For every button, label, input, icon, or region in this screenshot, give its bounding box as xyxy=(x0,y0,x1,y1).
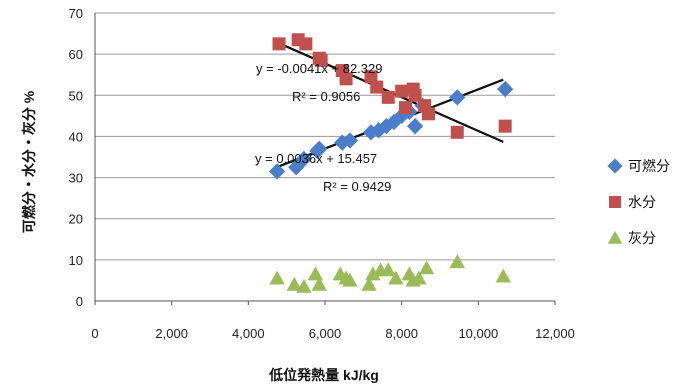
data-point-triangle xyxy=(286,276,303,291)
legend-label: 灰分 xyxy=(628,230,656,246)
y-tick-label: 30 xyxy=(69,171,83,186)
data-point-triangle xyxy=(418,260,435,275)
data-point-triangle xyxy=(296,278,312,293)
trend-r2: R² = 0.9429 xyxy=(323,179,391,194)
data-point-triangle xyxy=(365,266,381,281)
legend-label: 水分 xyxy=(628,194,656,210)
x-tick-label: 4,000 xyxy=(232,326,265,341)
data-point-square xyxy=(498,119,512,133)
data-point-triangle xyxy=(311,276,327,291)
x-tick-label: 8,000 xyxy=(385,326,418,341)
x-axis-title: 低位発熱量 kJ/kg xyxy=(268,367,379,383)
data-point-square xyxy=(314,53,328,67)
legend-marker-square xyxy=(609,196,621,208)
data-point-triangle xyxy=(307,266,324,281)
data-point-square xyxy=(422,107,435,121)
data-point-triangle xyxy=(495,268,511,283)
data-point-square xyxy=(272,37,286,51)
data-point-diamond xyxy=(268,163,286,180)
y-tick-label: 0 xyxy=(76,294,83,309)
trend-equation: y = -0.0041x + 82.329 xyxy=(256,61,382,76)
y-axis-title: 可燃分・水分・灰分 % xyxy=(21,90,37,233)
data-point-triangle xyxy=(269,270,285,285)
legend-marker-diamond xyxy=(607,158,623,174)
data-point-triangle xyxy=(449,254,465,269)
data-point-square xyxy=(408,88,422,102)
data-point-square xyxy=(339,72,353,86)
data-point-diamond xyxy=(449,89,466,106)
y-tick-label: 50 xyxy=(69,88,83,103)
data-point-diamond xyxy=(295,150,313,168)
legend-marker-triangle xyxy=(607,230,623,244)
x-tick-label: 0 xyxy=(91,326,98,341)
tick-labels: 0 10 20 30 40 50 60 70 0 2,000 4,000 6,000 8,000 10,0… xyxy=(69,6,575,341)
data-point-diamond xyxy=(378,118,395,135)
legend-item: 灰分 xyxy=(607,230,656,246)
data-point-square xyxy=(381,90,395,104)
data-point-triangle xyxy=(380,262,396,277)
trend-equation: y = 0.0036x + 15.457 xyxy=(255,151,377,166)
y-tick-label: 10 xyxy=(69,253,83,268)
data-point-diamond xyxy=(341,132,359,149)
data-point-triangle xyxy=(342,272,358,287)
y-tick-label: 60 xyxy=(69,47,83,62)
data-point-square xyxy=(364,70,378,84)
x-tick-label: 12,000 xyxy=(535,326,575,341)
legend-label: 可燃分 xyxy=(628,158,670,174)
trend-annotations: y = 0.0036x + 15.457 R² = 0.9429 y = -0.00… xyxy=(255,61,391,194)
data-point-triangle xyxy=(411,270,427,285)
data-point-diamond xyxy=(334,134,351,151)
data-points xyxy=(268,33,514,293)
data-point-square xyxy=(370,80,384,94)
x-tick-label: 10,000 xyxy=(458,326,498,341)
gridlines xyxy=(95,12,555,261)
data-point-diamond xyxy=(311,140,328,157)
x-tick-label: 2,000 xyxy=(155,326,188,341)
data-point-diamond xyxy=(385,113,403,131)
legend-item: 水分 xyxy=(609,194,656,210)
y-tick-label: 70 xyxy=(69,6,83,21)
legend-item: 可燃分 xyxy=(607,158,670,174)
data-point-diamond xyxy=(288,159,305,176)
data-point-diamond xyxy=(497,80,514,98)
data-point-square xyxy=(299,37,313,51)
data-point-triangle xyxy=(388,270,404,285)
data-point-square xyxy=(399,101,412,115)
data-point-square xyxy=(395,84,409,98)
data-point-diamond xyxy=(406,118,424,135)
y-tick-label: 40 xyxy=(69,129,83,144)
trend-r2: R² = 0.9056 xyxy=(292,89,360,104)
axes xyxy=(94,13,556,305)
data-point-triangle xyxy=(361,276,377,291)
y-tick-label: 20 xyxy=(69,212,83,227)
data-point-square xyxy=(450,125,464,139)
x-tick-label: 6,000 xyxy=(309,326,342,341)
